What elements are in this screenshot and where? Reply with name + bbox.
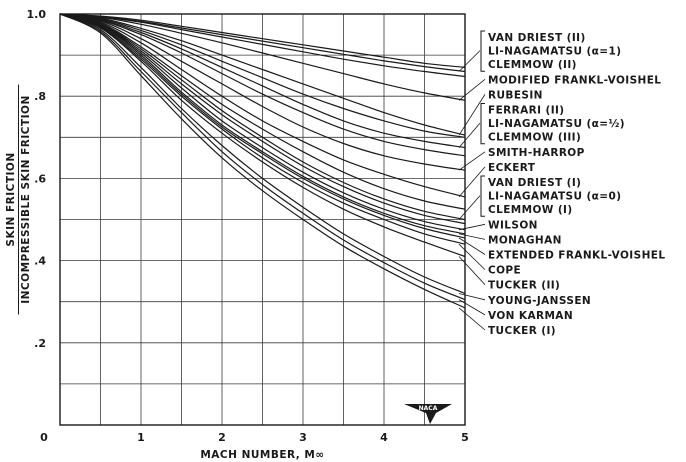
- legend-label: VAN DRIEST (I): [488, 177, 581, 189]
- legend-label: CLEMMOW (I): [488, 204, 573, 216]
- y-axis-title: SKIN FRICTION INCOMPRESSIBLE SKIN FRICTI…: [5, 84, 32, 315]
- legend-leader-line: [458, 293, 486, 301]
- x-tick-label: 5: [461, 431, 469, 444]
- legend-label: TUCKER (II): [488, 280, 560, 292]
- naca-logo-text: NACA: [419, 405, 438, 412]
- y-axis-title-denominator: INCOMPRESSIBLE SKIN FRICTION: [20, 95, 32, 304]
- x-tick-label: 1: [137, 431, 145, 444]
- curve-tucker-i: [59, 13, 466, 309]
- legend-label: FERRARI (II): [488, 105, 565, 117]
- curve-clemmow-i: [59, 13, 466, 225]
- legend-leader-line: [458, 94, 486, 136]
- y-tick-label: .2: [34, 337, 46, 350]
- curve-van-driest-i: [59, 13, 466, 210]
- legend-leader-line: [458, 122, 481, 148]
- legend-label: CLEMMOW (III): [488, 132, 581, 144]
- y-axis-title-numerator: SKIN FRICTION: [5, 152, 17, 246]
- curve-li-nagamatsu: [59, 13, 466, 149]
- curve-von-karman: [59, 13, 466, 301]
- legend-leader-line: [458, 256, 486, 285]
- curve-ferrari-ii: [59, 13, 466, 138]
- legend-label: VAN DRIEST (II): [488, 32, 586, 44]
- legend-bracket: [480, 175, 485, 217]
- curve-eckert: [59, 13, 466, 198]
- x-axis-title: MACH NUMBER, M∞: [200, 449, 324, 461]
- legend-leader-line: [458, 307, 486, 331]
- legend-leader-lines: [458, 50, 486, 331]
- legend-bracket: [480, 103, 485, 145]
- curve-extended-frankl-voishel: [59, 13, 466, 239]
- legend-label: SMITH-HARROP: [488, 147, 585, 159]
- legend-leader-line: [458, 223, 486, 231]
- legend-label: TUCKER (I): [488, 325, 556, 337]
- legend-leader-line: [458, 166, 486, 198]
- y-tick-label: 1.0: [27, 8, 47, 21]
- y-tick-label: .6: [34, 172, 46, 185]
- curve-modified-frankl-voishel: [59, 13, 466, 101]
- x-tick-label: 3: [299, 431, 307, 444]
- legend-label: EXTENDED FRANKL-VOISHEL: [488, 250, 665, 262]
- legend-label: COPE: [488, 265, 521, 277]
- legend-leader-line: [458, 50, 481, 72]
- legend-label: ECKERT: [488, 162, 536, 174]
- legend-leader-line: [458, 78, 486, 101]
- y-tick-label: .8: [34, 90, 46, 103]
- curve-monaghan: [59, 13, 466, 235]
- legend-leader-line: [458, 195, 481, 220]
- curve-smith-harrop: [59, 13, 466, 171]
- legend-label: RUBESIN: [488, 89, 543, 101]
- curve-rubesin: [59, 13, 466, 136]
- legend-bracket: [480, 30, 485, 72]
- curve-li-nagamatsu-0: [59, 13, 466, 221]
- legend-label: MONAGHAN: [488, 234, 562, 246]
- curve-li-nagamatsu-1: [59, 13, 466, 73]
- curve-tucker-ii: [59, 13, 466, 258]
- legend-label: LI-NAGAMATSU (α=1): [488, 46, 621, 58]
- curve-van-driest-ii: [59, 13, 466, 68]
- grid-lines: [60, 14, 465, 425]
- y-tick-label: .4: [34, 255, 46, 268]
- legend-leader-line: [458, 151, 486, 171]
- naca-logo: NACA: [404, 404, 452, 424]
- legend-leader-line: [458, 237, 486, 255]
- legend-leader-line: [458, 243, 486, 270]
- legend-label: MODIFIED FRANKL-VOISHEL: [488, 74, 661, 86]
- curve-clemmow-iii: [59, 13, 466, 157]
- plot-frame: [59, 13, 466, 426]
- tick-labels: 0 1 2 3 4 5 .2 .4 .6 .8 1.0: [27, 8, 469, 444]
- legend-label: VON KARMAN: [488, 310, 573, 322]
- x-tick-label: 2: [218, 431, 226, 444]
- legend-label: LI-NAGAMATSU (α=½): [488, 118, 625, 130]
- legend-leader-line: [458, 233, 486, 240]
- curve-clemmow-ii: [59, 13, 466, 78]
- legend-label: WILSON: [488, 219, 538, 231]
- curve-cope: [59, 13, 466, 245]
- x-tick-label: 0: [40, 431, 48, 444]
- legend-leader-line: [458, 299, 486, 316]
- legend-label: LI-NAGAMATSU (α=0): [488, 191, 621, 203]
- x-tick-label: 4: [380, 431, 388, 444]
- legend-label: YOUNG-JANSSEN: [487, 295, 591, 307]
- legend-label: CLEMMOW (II): [488, 59, 577, 71]
- curve-young-janssen: [59, 13, 466, 295]
- legend: VAN DRIEST (II)LI-NAGAMATSU (α=1)CLEMMOW…: [480, 30, 665, 337]
- curve-wilson: [59, 13, 466, 231]
- series-curves: [59, 13, 466, 309]
